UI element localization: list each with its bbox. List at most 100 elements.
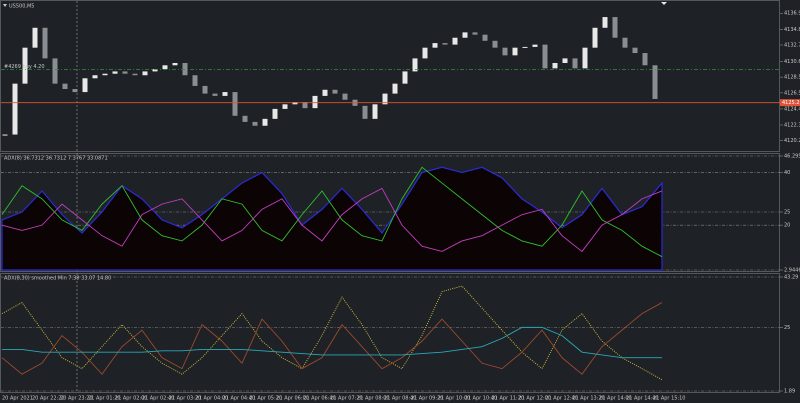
candle bbox=[612, 17, 618, 38]
candle bbox=[412, 58, 418, 72]
candle bbox=[452, 37, 458, 45]
candle bbox=[462, 32, 468, 38]
candle bbox=[122, 71, 128, 74]
y-tick-label: 25 bbox=[784, 325, 790, 331]
y-tick-label: 4120.25 bbox=[784, 138, 800, 144]
time-label: 21 Apr 10:40 bbox=[465, 396, 498, 402]
y-tick-label: 4128.55 bbox=[784, 75, 800, 81]
candle bbox=[2, 134, 8, 136]
y-tick-label: 4132.75 bbox=[784, 43, 800, 49]
time-label: 20 Apr 2021 bbox=[2, 396, 33, 402]
candle bbox=[232, 92, 238, 116]
candle bbox=[92, 75, 98, 79]
candle bbox=[42, 27, 48, 59]
candle bbox=[602, 17, 608, 28]
candle bbox=[482, 34, 488, 41]
candle bbox=[572, 58, 578, 69]
candle bbox=[372, 104, 378, 119]
y-tick-label: 4136.90 bbox=[784, 11, 800, 17]
time-label: 21 Apr 06:00 bbox=[276, 396, 309, 402]
indicator-title: ADX(8,30) smoothed Min 7.38 33.07 14.80 bbox=[4, 276, 111, 282]
candle bbox=[262, 118, 268, 126]
candle bbox=[622, 37, 628, 48]
y-tick-label: 20 bbox=[784, 223, 790, 229]
time-label: 21 Apr 11:20 bbox=[492, 396, 525, 402]
y-tick-label: 40 bbox=[784, 170, 790, 176]
candle bbox=[402, 71, 408, 84]
time-label: 21 Apr 08:00 bbox=[357, 396, 390, 402]
current-price-label: 4125.21 bbox=[782, 100, 800, 106]
y-tick-label: 4122.30 bbox=[784, 122, 800, 128]
candle bbox=[62, 83, 68, 90]
candle bbox=[332, 89, 338, 94]
panel-frame bbox=[0, 273, 780, 393]
time-label: 21 Apr 04:00 bbox=[196, 396, 229, 402]
indicator-line bbox=[1, 166, 663, 258]
indicator-line bbox=[2, 326, 662, 359]
symbol-dropdown-icon[interactable] bbox=[3, 4, 7, 7]
time-label: 21 Apr 02:00 bbox=[115, 396, 148, 402]
candle bbox=[142, 71, 148, 76]
candle bbox=[522, 46, 528, 48]
candle bbox=[322, 89, 328, 96]
y-tick-label: 1.89 bbox=[784, 389, 795, 395]
panel-frame bbox=[0, 0, 780, 152]
candle bbox=[382, 93, 388, 105]
time-label: 21 Apr 01:20 bbox=[88, 396, 121, 402]
candle bbox=[102, 73, 108, 76]
candle bbox=[152, 69, 158, 72]
candle bbox=[22, 47, 28, 84]
time-label: 21 Apr 14:40 bbox=[626, 396, 659, 402]
candle bbox=[162, 65, 168, 70]
candle bbox=[32, 27, 38, 48]
indicator-title: ADX(8) 36.7312 36.7312 7.3767 33.0871 bbox=[4, 156, 108, 162]
candle bbox=[312, 95, 318, 109]
candle bbox=[272, 108, 278, 119]
y-tick-label: 2.9446 bbox=[784, 268, 800, 274]
panel-frame bbox=[0, 153, 780, 272]
candle bbox=[442, 43, 448, 45]
order-label: #4269 buy 4.20 bbox=[4, 64, 45, 70]
candle bbox=[562, 58, 568, 63]
candle bbox=[502, 47, 508, 56]
time-label: 21 Apr 12:40 bbox=[545, 396, 578, 402]
y-tick-label: 4124.40 bbox=[784, 106, 800, 112]
candle bbox=[192, 75, 198, 86]
candle bbox=[302, 102, 308, 109]
indicator-line bbox=[1, 187, 663, 253]
candle bbox=[582, 47, 588, 69]
candle bbox=[292, 102, 298, 105]
time-label: 21 Apr 03:20 bbox=[169, 396, 202, 402]
candle bbox=[632, 47, 638, 54]
y-tick-label: 4130.60 bbox=[784, 59, 800, 65]
candle bbox=[422, 47, 428, 59]
time-label: 21 Apr 08:40 bbox=[384, 396, 417, 402]
candle bbox=[82, 78, 88, 93]
y-tick-label: 46.2951 bbox=[784, 154, 800, 160]
candle bbox=[512, 47, 518, 56]
time-label: 21 Apr 13:20 bbox=[572, 396, 605, 402]
candle bbox=[202, 85, 208, 94]
y-tick-label: 43.29 bbox=[784, 275, 798, 281]
candle bbox=[392, 83, 398, 94]
time-label: 20 Apr 23:20 bbox=[60, 396, 93, 402]
current-price-tag bbox=[780, 99, 800, 107]
time-label: 21 Apr 06:40 bbox=[303, 396, 336, 402]
candle bbox=[72, 89, 78, 93]
indicator-line bbox=[1, 285, 663, 381]
candle bbox=[492, 40, 498, 48]
candle bbox=[472, 32, 478, 35]
candle bbox=[212, 93, 218, 96]
candle bbox=[252, 121, 258, 126]
time-label: 21 Apr 14:00 bbox=[599, 396, 632, 402]
time-label: 21 Apr 02:40 bbox=[142, 396, 175, 402]
time-label: 21 Apr 12:00 bbox=[518, 396, 551, 402]
candle bbox=[222, 92, 228, 96]
candle bbox=[362, 105, 368, 119]
candle bbox=[592, 27, 598, 48]
candle bbox=[132, 73, 138, 76]
candle bbox=[52, 58, 58, 84]
chart-shift-marker bbox=[661, 2, 667, 5]
candle bbox=[12, 83, 18, 135]
symbol-title: US500,M5 bbox=[9, 4, 34, 10]
